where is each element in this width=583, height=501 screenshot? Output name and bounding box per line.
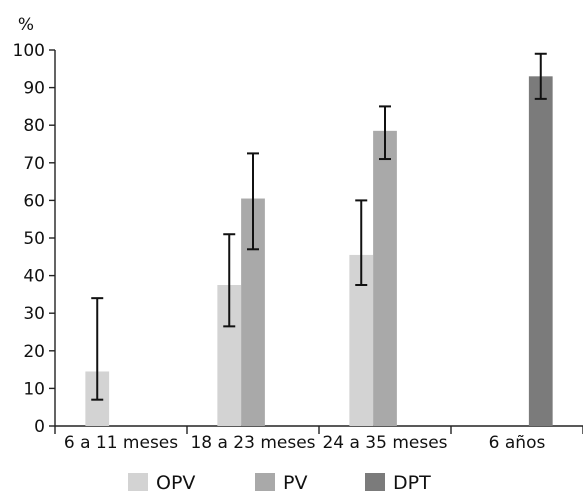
y-tick-label: 60 [23, 191, 45, 211]
bars [85, 76, 553, 426]
y-tick-label: 100 [13, 41, 45, 61]
y-tick-label: 90 [23, 79, 45, 99]
x-category-label: 6 años [489, 433, 546, 453]
bar [349, 254, 374, 426]
x-category-label: 18 a 23 meses [190, 433, 315, 453]
y-tick-label: 20 [23, 342, 45, 362]
y-tick-label: 30 [23, 304, 45, 324]
x-category-label: 24 a 35 meses [322, 433, 447, 453]
legend-label: DPT [393, 472, 431, 494]
legend-swatch [128, 473, 148, 491]
y-tick-label: 50 [23, 229, 45, 249]
legend-swatch [365, 473, 385, 491]
y-axis: 0 10 20 30 40 50 60 70 80 90 100 [13, 41, 56, 437]
legend: OPV PV DPT [128, 472, 431, 494]
legend-label: PV [283, 472, 307, 494]
y-unit-label: % [18, 15, 34, 35]
legend-label: OPV [156, 472, 195, 494]
legend-swatch [255, 473, 275, 491]
x-category-label: 6 a 11 meses [64, 433, 178, 453]
bar [217, 285, 242, 426]
x-axis: 6 a 11 meses 18 a 23 meses 24 a 35 meses 6 … [54, 425, 583, 453]
y-tick-label: 10 [23, 379, 45, 399]
bar [241, 198, 265, 426]
y-tick-label: 0 [34, 417, 45, 437]
y-tick-label: 80 [23, 116, 45, 136]
y-tick-label: 40 [23, 267, 45, 287]
y-tick-label: 70 [23, 154, 45, 174]
bar [373, 130, 397, 426]
error-bars [91, 52, 547, 401]
bar [528, 76, 553, 426]
